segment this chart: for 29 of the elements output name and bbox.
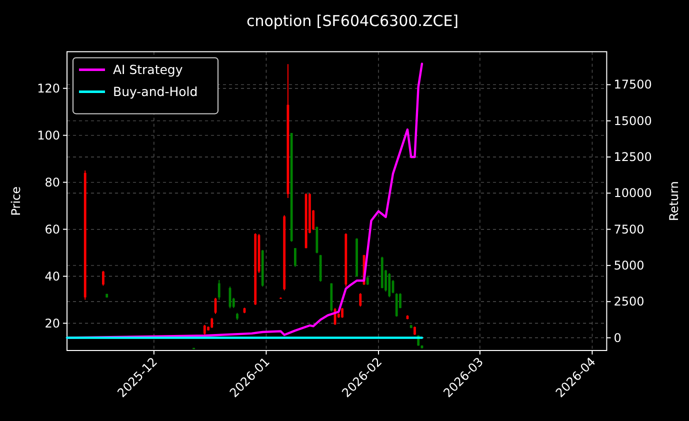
y2-tick-label: 7500 [614,222,644,236]
legend-label: AI Strategy [113,62,184,78]
y2-tick-label: 15000 [614,114,652,128]
y2-tick-label: 17500 [614,78,652,92]
y-tick-label: 40 [44,269,60,284]
y-tick-label: 120 [37,81,60,96]
y2-tick-label: 5000 [614,258,644,272]
line-series [66,62,424,339]
candlestick [294,248,296,268]
candlestick [388,272,391,298]
candlestick [218,280,220,300]
candlestick [395,292,398,318]
candlestick [102,270,104,286]
y-axis-title: Price [9,186,23,216]
candlestick [359,292,362,308]
y2-tick-label: 2500 [614,294,644,309]
y2-tick-label: 12500 [614,150,652,164]
y-tick-label: 20 [44,316,60,330]
candlestick [210,317,214,328]
candlestick [341,307,344,318]
y2-axis-title: Return [667,181,681,222]
candlestick [203,324,206,336]
y2-tick-label: 10000 [614,186,652,200]
chart-title: cnoption [SF604C6300.ZCE] [246,12,459,30]
y2-tick-label: 0 [614,330,622,345]
legend-label: Buy-and-Hold [113,84,198,100]
y-tick-label: 100 [37,128,60,142]
y-tick-label: 60 [44,222,60,236]
y-tick-label: 80 [44,175,60,190]
